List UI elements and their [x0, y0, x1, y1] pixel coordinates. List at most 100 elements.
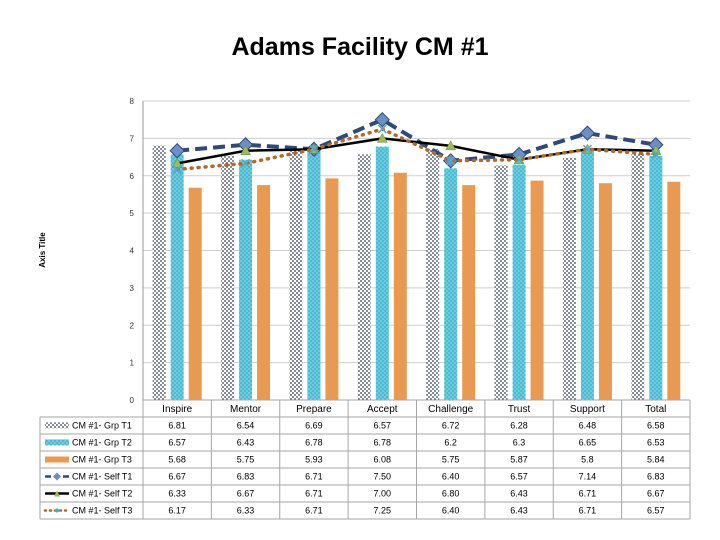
category-label: Inspire — [162, 404, 192, 415]
data-point — [445, 140, 457, 151]
y-tick-label: 6 — [130, 172, 135, 181]
data-point-stroke — [309, 144, 319, 154]
legend-marker — [54, 490, 60, 497]
bar — [580, 151, 594, 400]
table-cell: 7.14 — [579, 472, 597, 482]
y-axis-title: Axis Title — [38, 232, 47, 268]
series-line — [176, 137, 656, 165]
y-tick-label: 1 — [130, 359, 135, 368]
legend-key — [45, 439, 69, 446]
data-point-stroke — [582, 144, 592, 154]
data-point — [651, 149, 661, 159]
y-tick-label: 8 — [130, 97, 135, 106]
bar — [239, 159, 253, 400]
data-point-stroke — [514, 155, 524, 165]
bar — [649, 155, 663, 400]
y-tick-label: 4 — [130, 247, 135, 256]
legend-label: CM #1- Grp T3 — [72, 455, 132, 465]
legend-key — [45, 422, 69, 429]
table-cell: 5.8 — [581, 455, 594, 465]
data-point-stroke — [651, 149, 661, 159]
table-cell: 7.25 — [374, 506, 392, 516]
bar — [375, 146, 389, 400]
bar — [307, 146, 321, 400]
table-cell: 6.72 — [442, 421, 460, 431]
table-cell: 6.65 — [579, 438, 597, 448]
bar — [631, 154, 645, 400]
table-cell: 6.67 — [237, 489, 255, 499]
data-point — [446, 156, 456, 166]
data-point — [582, 144, 592, 154]
table-cell: 6.3 — [513, 438, 526, 448]
table-cell: 6.57 — [510, 472, 528, 482]
category-label: Support — [570, 404, 605, 415]
table-cell: 6.71 — [305, 489, 323, 499]
bar — [462, 185, 476, 400]
legend-swatch — [45, 439, 69, 446]
data-point — [169, 143, 185, 159]
bar — [221, 155, 235, 400]
bar — [598, 183, 612, 400]
data-table: Inspire Mentor Prepare Accept Challenge Trust… — [39, 399, 691, 520]
table-cell: 6.43 — [510, 506, 528, 516]
data-point — [377, 124, 387, 134]
bar — [494, 165, 508, 400]
bar — [562, 157, 576, 400]
gridlines — [142, 100, 690, 401]
bar — [170, 154, 184, 400]
bar — [426, 148, 440, 400]
table-cell: 6.17 — [168, 506, 186, 516]
data-point — [171, 157, 183, 168]
legend-key — [45, 456, 69, 463]
table-cell: 5.87 — [510, 455, 528, 465]
y-tick-label: 0 — [130, 396, 135, 405]
y-tick-label: 2 — [130, 321, 135, 330]
bar — [512, 164, 526, 400]
table-cell: 6.71 — [305, 506, 323, 516]
table-cell: 6.78 — [305, 438, 323, 448]
table-cell: 5.75 — [442, 455, 460, 465]
bar — [357, 154, 371, 400]
table-cell: 6.57 — [647, 506, 665, 516]
table-cell: 6.33 — [168, 489, 186, 499]
data-point-stroke — [172, 164, 182, 174]
table-cell: 6.58 — [647, 421, 665, 431]
y-tick-label: 7 — [130, 134, 135, 143]
legend-marker — [55, 508, 59, 513]
y-tick-label: 3 — [130, 284, 135, 293]
category-label: Challenge — [428, 404, 473, 415]
table-cell: 5.75 — [237, 455, 255, 465]
data-point — [374, 111, 391, 128]
legend-label: CM #1- Self T1 — [72, 472, 132, 482]
legend-key — [45, 490, 69, 497]
table-cell: 7.50 — [374, 472, 392, 482]
data-point — [172, 164, 182, 174]
legend-swatch — [45, 456, 69, 463]
data-point — [579, 125, 596, 141]
bar — [530, 180, 544, 400]
table-cell: 6.71 — [579, 506, 597, 516]
bar — [289, 149, 303, 400]
data-point — [309, 144, 319, 154]
table-cell: 6.54 — [237, 421, 255, 431]
legend-label: CM #1- Self T3 — [72, 506, 132, 516]
chart-title: Adams Facility CM #1 — [231, 33, 489, 61]
table-cell: 6.57 — [374, 421, 392, 431]
legend-marker — [53, 472, 61, 481]
legend-swatch — [45, 422, 69, 429]
table-cell: 6.83 — [237, 472, 255, 482]
table-cell: 6.57 — [168, 438, 186, 448]
table-cell: 6.2 — [444, 438, 457, 448]
category-label: Total — [645, 404, 666, 415]
data-point — [376, 132, 388, 143]
bar — [444, 168, 458, 400]
legend-label: CM #1- Self T2 — [72, 489, 132, 499]
legend-key — [43, 508, 71, 513]
series-line — [177, 117, 657, 163]
y-axis: 0 1 2 3 4 5 6 7 8 — [130, 97, 135, 405]
table-cell: 6.40 — [442, 472, 460, 482]
data-point — [241, 158, 251, 168]
bar — [393, 172, 407, 400]
table-cell: 6.80 — [442, 489, 460, 499]
